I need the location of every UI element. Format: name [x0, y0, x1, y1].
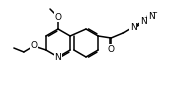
Text: N: N — [140, 17, 146, 25]
Text: O: O — [30, 42, 37, 51]
Text: O: O — [108, 44, 115, 53]
Text: N: N — [55, 53, 61, 61]
Text: −: − — [152, 10, 158, 16]
Text: +: + — [144, 15, 150, 21]
Text: N: N — [148, 12, 154, 21]
Text: N: N — [130, 23, 136, 32]
Text: O: O — [54, 13, 62, 21]
